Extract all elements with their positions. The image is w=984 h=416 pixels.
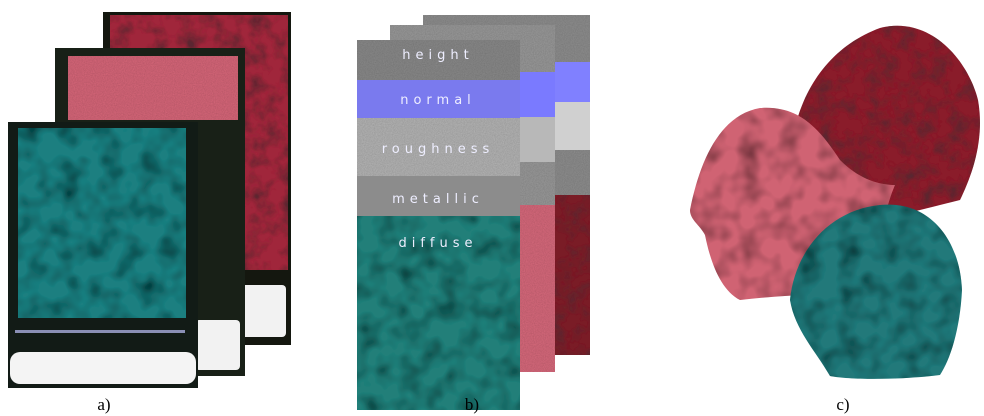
map-back-normal: [555, 62, 590, 102]
swatch-pink: [68, 56, 238, 120]
card-print: [15, 330, 185, 333]
layer-label: metallic: [392, 192, 484, 207]
swatch-teal: [18, 128, 186, 318]
page: heightnormalroughnessmetallicdiffuse a) …: [0, 0, 984, 416]
map-back-rough: [555, 102, 590, 150]
panel-a: [8, 12, 291, 388]
caption: c): [836, 395, 849, 414]
layer-label: normal: [400, 93, 476, 108]
map-mid-diffuse: [520, 205, 555, 372]
ruler: [10, 352, 196, 384]
caption: a): [97, 395, 110, 414]
map-mid-rough: [520, 117, 555, 162]
layer-label: diffuse: [398, 236, 477, 251]
panel-b: height normal roughness metallic diffuse: [357, 15, 590, 410]
caption: b): [465, 395, 479, 414]
figure: heightnormalroughnessmetallicdiffuse a) …: [0, 0, 984, 416]
panel-c: [690, 26, 980, 379]
layer-label: roughness: [382, 142, 495, 157]
map-mid-normal: [520, 72, 555, 117]
layer-label: height: [402, 48, 473, 63]
map-back-diffuse: [555, 195, 590, 355]
ruler: [195, 320, 240, 370]
ruler: [238, 285, 286, 337]
